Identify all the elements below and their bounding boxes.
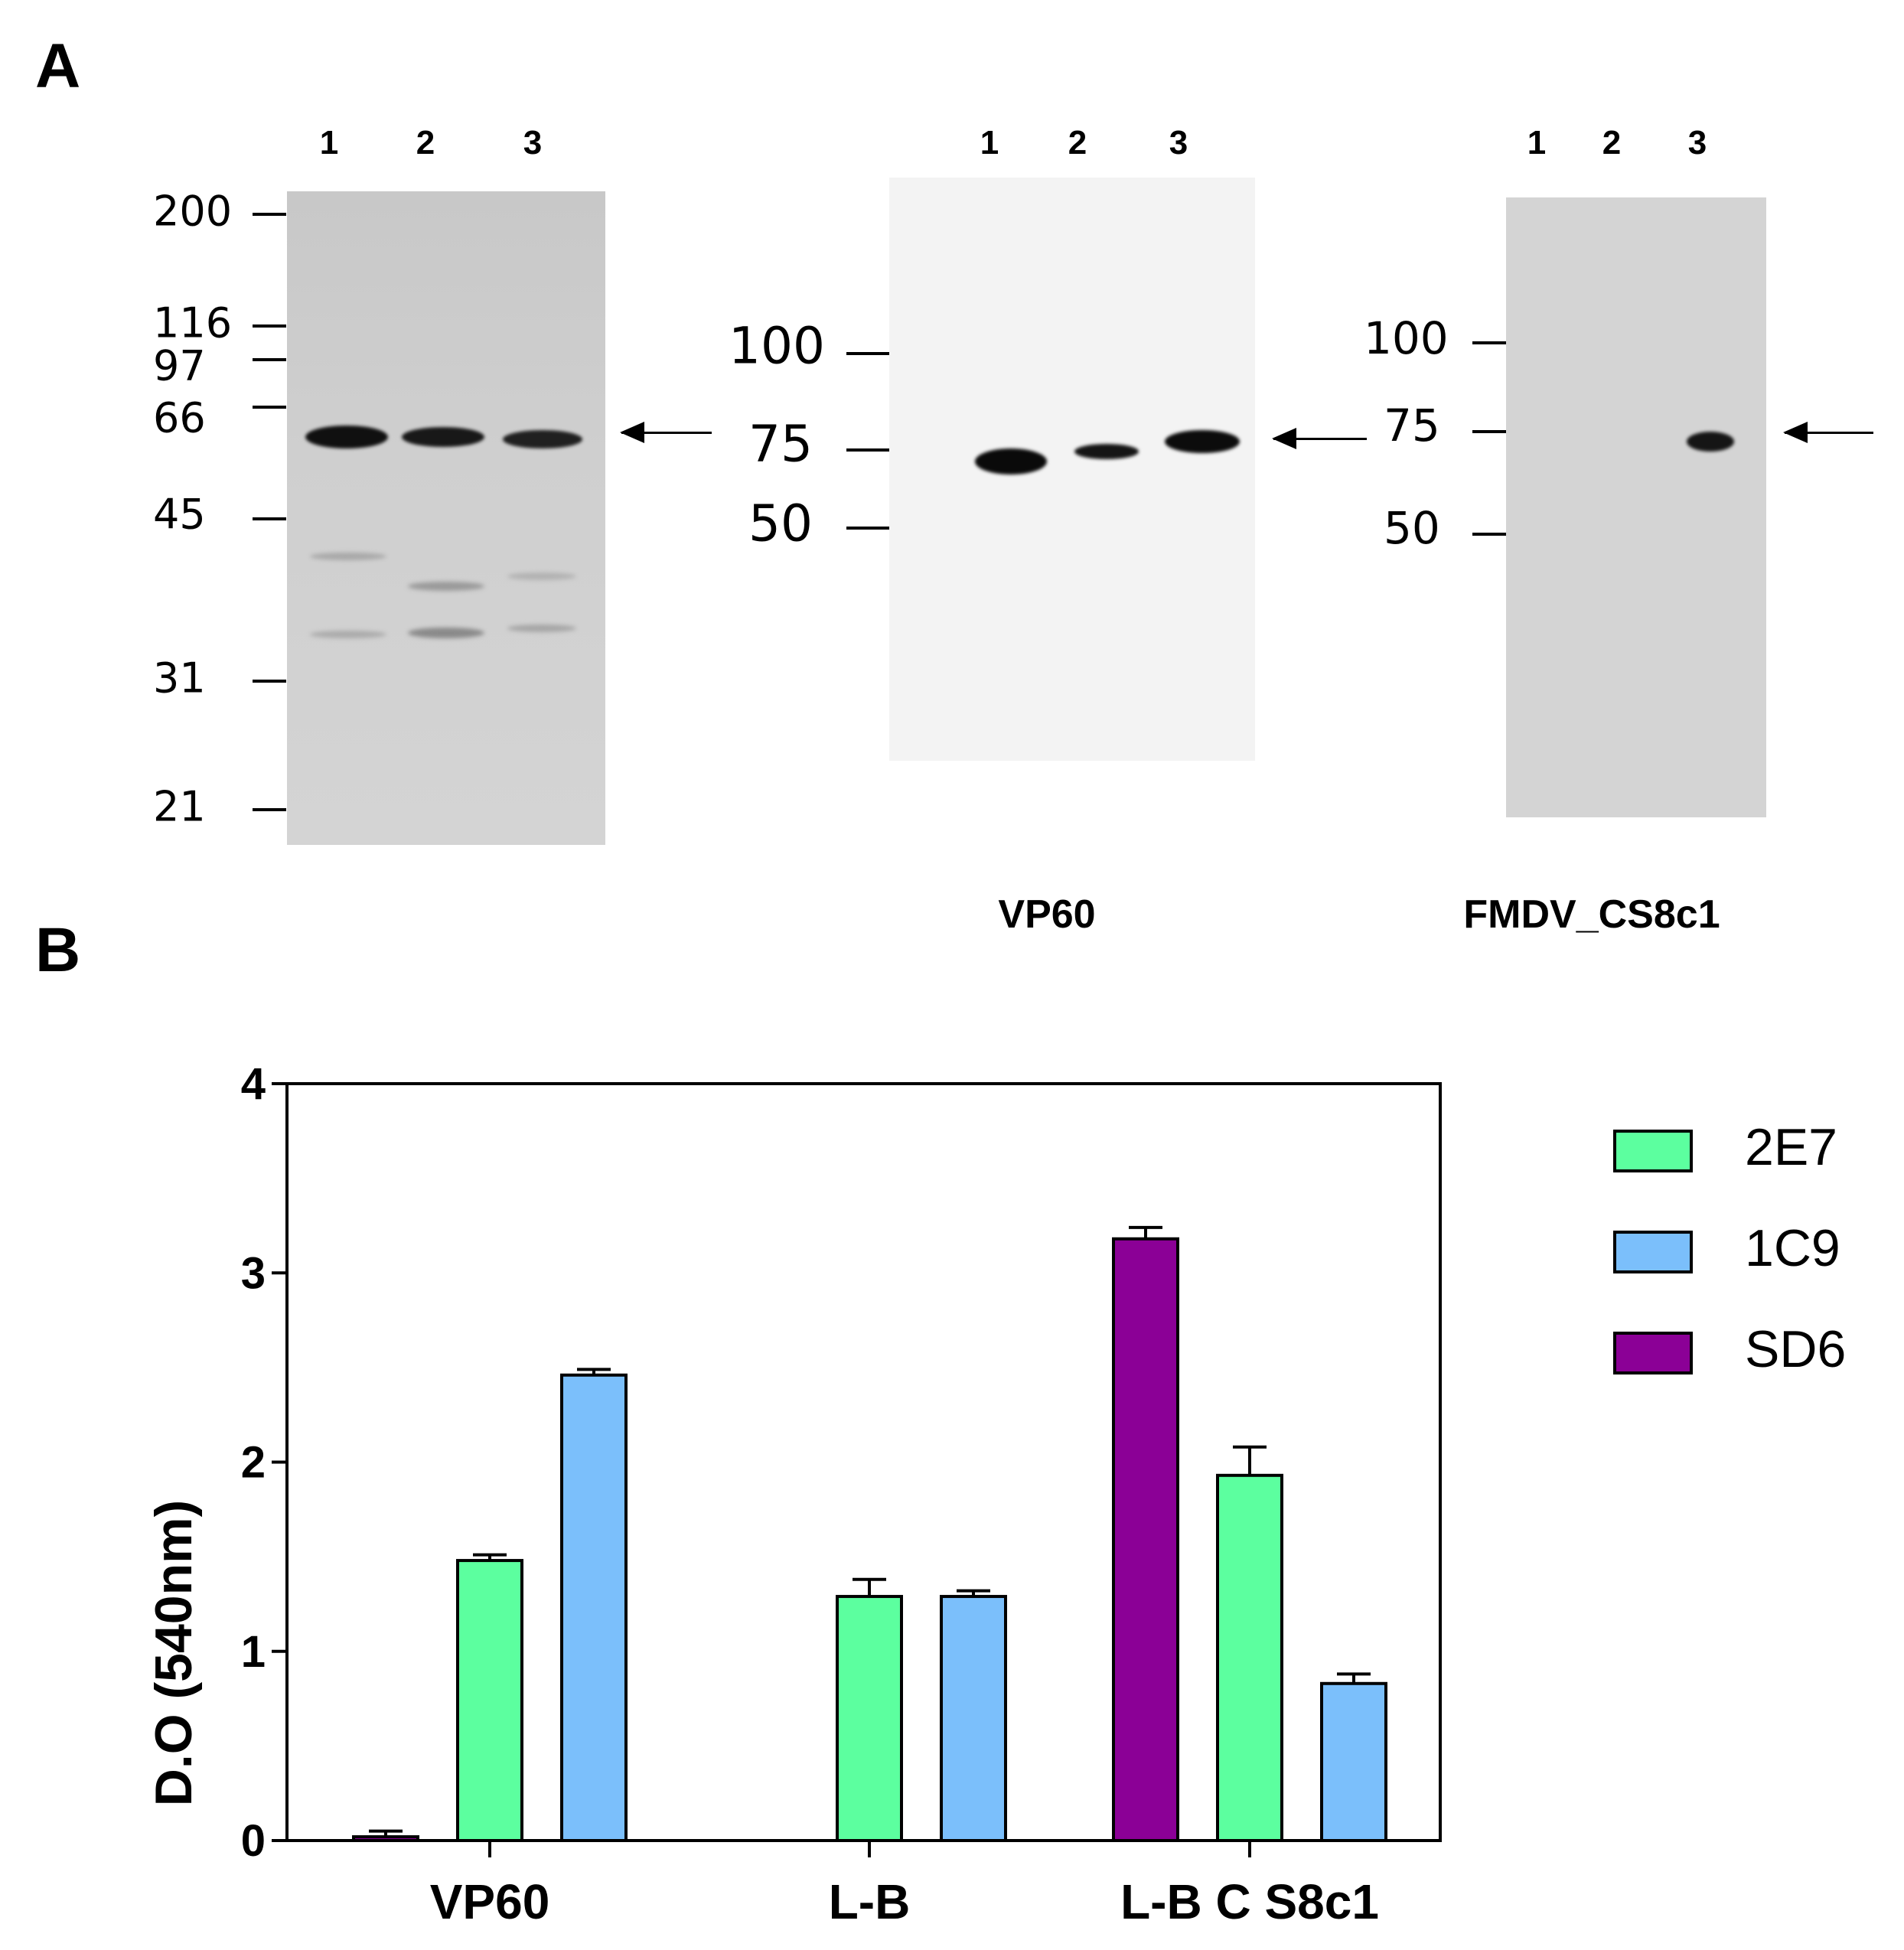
- y-tick-label: 1: [241, 1627, 266, 1677]
- gel1-marker-200: 200: [153, 187, 233, 236]
- legend-label-1c9: 1C9: [1745, 1219, 1840, 1277]
- vp60-marker-100: 100: [729, 316, 825, 376]
- legend-label-sd6: SD6: [1745, 1320, 1846, 1378]
- gel1-marker-21: 21: [153, 782, 206, 831]
- y-axis-label: D.O (540nm): [145, 1500, 203, 1807]
- gel1-lane-3: 3: [523, 124, 543, 161]
- vp60-lane-2: 2: [1068, 124, 1087, 161]
- gel1-lane-2: 2: [416, 124, 435, 161]
- fmdv-tick: [1472, 430, 1506, 433]
- fmdv-marker-50: 50: [1384, 502, 1440, 554]
- fmdv-tick: [1472, 341, 1506, 344]
- gel1-faint-band: [507, 624, 576, 632]
- bar-chart: 0 1 2 3 4 VP60 L-B L-B C S8c1 2E7 1C9 SD6 D.O (540…: [145, 1059, 1847, 1929]
- fmdv-caption: FMDV_CS8c1: [1463, 892, 1720, 937]
- panel-a-label: A: [35, 31, 81, 101]
- x-tick-label: L-B C S8c1: [1120, 1874, 1379, 1929]
- bar-2e7-2: [1216, 1473, 1283, 1842]
- gel1-tick: [253, 517, 286, 520]
- fmdv-blot-image: [1506, 197, 1766, 817]
- gel1-faint-band: [310, 631, 386, 638]
- vp60-tick: [846, 448, 889, 452]
- y-tick-label: 0: [241, 1816, 266, 1866]
- bar-sd6-0: [352, 1835, 419, 1843]
- fmdv-lane-3: 3: [1687, 124, 1707, 161]
- vp60-band-lane1: [975, 448, 1047, 474]
- gel1-band-lane3: [503, 430, 582, 448]
- gel1-faint-band: [408, 582, 484, 591]
- legend-label-2e7: 2E7: [1745, 1118, 1837, 1176]
- gel1-arrow: [620, 422, 712, 443]
- vp60-marker-50: 50: [748, 494, 813, 553]
- gel1-image: [287, 191, 605, 845]
- y-tick-label: 3: [241, 1248, 266, 1298]
- vp60-tick: [846, 352, 889, 355]
- gel1-tick: [253, 213, 286, 216]
- gel1-tick: [253, 324, 286, 328]
- gel1-marker-45: 45: [153, 490, 206, 539]
- bar-1c9-2: [1320, 1681, 1387, 1842]
- fmdv-marker-100: 100: [1364, 312, 1449, 364]
- fmdv-lane-2: 2: [1602, 124, 1622, 161]
- gel1-lane-1: 1: [319, 124, 339, 161]
- bar-2e7-1: [836, 1595, 903, 1842]
- legend-swatch-1c9: [1613, 1231, 1693, 1273]
- gel1-marker-66: 66: [153, 393, 206, 442]
- legend-swatch-sd6: [1613, 1332, 1693, 1374]
- x-tick-label: L-B: [829, 1874, 911, 1929]
- fmdv-tick: [1472, 533, 1506, 536]
- fmdv-lane-1: 1: [1527, 124, 1547, 161]
- fmdv-band-lane3: [1687, 432, 1734, 452]
- bar-sd6-2: [1112, 1237, 1179, 1842]
- vp60-caption: VP60: [998, 892, 1096, 937]
- fmdv-arrow: [1783, 422, 1873, 443]
- vp60-arrow: [1272, 428, 1367, 449]
- gel1-tick: [253, 406, 286, 409]
- vp60-lane-1: 1: [980, 124, 999, 161]
- vp60-marker-75: 75: [748, 414, 813, 474]
- gel1-tick: [253, 808, 286, 811]
- plot-layer: 0 1 2 3 4 VP60 L-B L-B C S8c1 2E7 1C9 SD6: [241, 1059, 1847, 1929]
- gel1-marker-31: 31: [153, 654, 206, 703]
- gel1-marker-97: 97: [153, 341, 206, 390]
- vp60-lane-3: 3: [1169, 124, 1188, 161]
- y-tick-label: 4: [241, 1059, 266, 1109]
- bar-2e7-0: [456, 1559, 523, 1842]
- fmdv-marker-75: 75: [1384, 399, 1440, 452]
- panel-b-label: B: [35, 915, 81, 985]
- x-tick-label: VP60: [430, 1874, 550, 1929]
- gel1-faint-band: [408, 628, 484, 638]
- vp60-band-lane2: [1074, 444, 1139, 459]
- legend-swatch-2e7: [1613, 1130, 1693, 1172]
- gel1-faint-band: [507, 572, 576, 580]
- vp60-blot-image: [889, 178, 1255, 761]
- vp60-tick: [846, 527, 889, 530]
- vp60-band-lane3: [1165, 430, 1240, 453]
- gel1-tick: [253, 680, 286, 683]
- bar-1c9-1: [940, 1595, 1007, 1842]
- bar-1c9-0: [560, 1373, 628, 1842]
- y-tick-label: 2: [241, 1438, 266, 1488]
- gel1-band-lane1: [305, 426, 388, 448]
- gel1-tick: [253, 358, 286, 361]
- gel1-band-lane2: [402, 427, 484, 447]
- gel1-faint-band: [310, 553, 386, 560]
- gel1-marker-116: 116: [153, 298, 233, 347]
